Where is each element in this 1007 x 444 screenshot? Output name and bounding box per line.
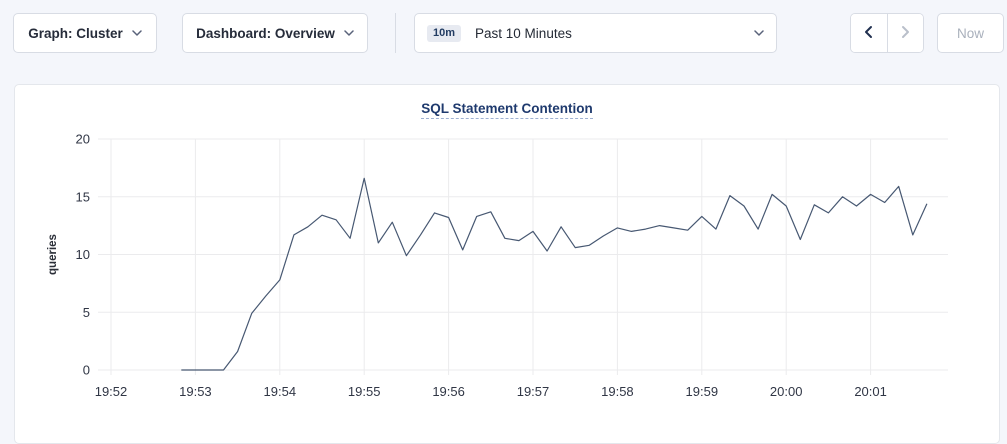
time-range-badge: 10m	[427, 24, 462, 42]
svg-text:5: 5	[83, 305, 90, 320]
axis-labels: 0 5 10 15 20 19:52 19:53 19:54 19:55 19:56 19:57 19…	[47, 132, 887, 400]
now-button[interactable]: Now	[937, 13, 1004, 53]
svg-text:19:52: 19:52	[95, 384, 128, 399]
svg-text:19:58: 19:58	[601, 384, 634, 399]
time-range-dropdown[interactable]: 10m Past 10 Minutes	[414, 13, 777, 53]
chart-card: SQL Statement Contention 0 5 10 15 20 19:52 19…	[14, 84, 1000, 444]
time-range-label: Past 10 Minutes	[475, 25, 572, 41]
dashboard-dropdown-label: Dashboard: Overview	[196, 25, 335, 41]
svg-text:19:57: 19:57	[517, 384, 550, 399]
svg-text:19:59: 19:59	[686, 384, 719, 399]
svg-text:10: 10	[76, 247, 90, 262]
svg-text:0: 0	[83, 363, 90, 378]
series-line	[181, 177, 928, 371]
contention-chart[interactable]: 0 5 10 15 20 19:52 19:53 19:54 19:55 19:56 19:57 19…	[15, 85, 1001, 433]
toolbar-divider	[395, 13, 396, 53]
chevron-down-icon	[132, 30, 142, 36]
svg-text:20:00: 20:00	[770, 384, 803, 399]
chart-title-row: SQL Statement Contention	[15, 100, 999, 119]
time-back-button[interactable]	[851, 14, 887, 52]
y-axis-label: queries	[47, 234, 59, 275]
svg-text:20:01: 20:01	[854, 384, 887, 399]
graph-dropdown-label: Graph: Cluster	[28, 25, 123, 41]
svg-text:19:56: 19:56	[432, 384, 465, 399]
chevron-down-icon	[344, 30, 354, 36]
svg-text:20: 20	[76, 132, 90, 147]
chevron-left-icon	[864, 25, 873, 42]
time-forward-button[interactable]	[886, 14, 923, 52]
chart-title[interactable]: SQL Statement Contention	[421, 101, 593, 119]
svg-text:19:53: 19:53	[179, 384, 212, 399]
time-nav-group	[850, 13, 924, 53]
dashboard-dropdown[interactable]: Dashboard: Overview	[182, 13, 368, 53]
svg-text:19:55: 19:55	[348, 384, 381, 399]
svg-text:19:54: 19:54	[264, 384, 297, 399]
graph-dropdown[interactable]: Graph: Cluster	[13, 13, 157, 53]
grid-lines	[98, 138, 948, 375]
chevron-down-icon	[754, 30, 764, 36]
chevron-right-icon	[901, 25, 910, 42]
svg-text:15: 15	[76, 189, 90, 204]
